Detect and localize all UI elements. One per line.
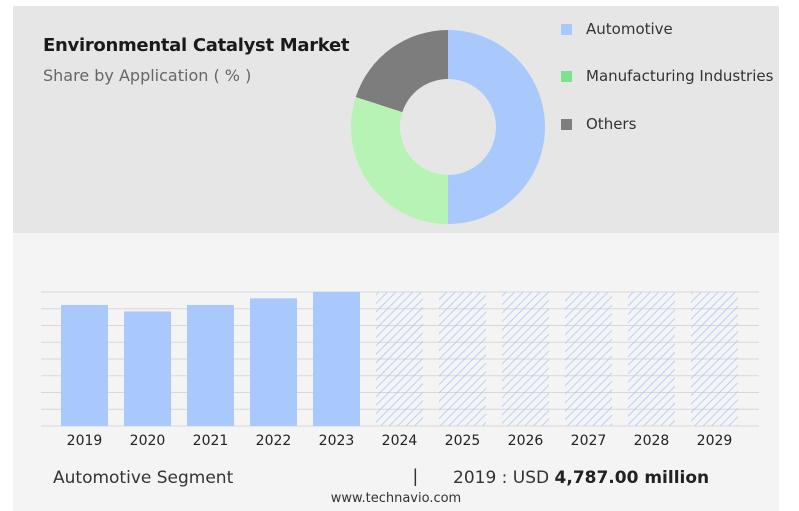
donut-slice-automotive <box>448 30 545 224</box>
legend: Automotive Manufacturing Industries Othe… <box>561 6 799 233</box>
bar-2019 <box>61 304 108 426</box>
bar-2020 <box>124 311 171 426</box>
bar-2023 <box>313 292 360 426</box>
legend-item-others: Others <box>561 115 636 133</box>
legend-label-manufacturing: Manufacturing Industries <box>586 67 774 85</box>
chart-title: Environmental Catalyst Market <box>43 35 350 56</box>
legend-item-manufacturing: Manufacturing Industries <box>561 67 773 85</box>
legend-swatch-manufacturing <box>561 70 572 82</box>
x-tick-label: 2027 <box>571 433 607 449</box>
segment-value-prefix: 2019 : USD <box>453 468 555 488</box>
segment-value-amount: 4,787.00 million <box>554 468 710 488</box>
x-tick-label: 2029 <box>697 433 733 449</box>
x-tick-label: 2022 <box>256 433 292 449</box>
x-tick-label: 2025 <box>445 433 481 449</box>
source-website: www.technavio.com <box>330 491 462 506</box>
donut-slice-manufacturing <box>350 97 448 224</box>
bar-2021 <box>187 304 234 426</box>
donut-slice-others <box>355 30 448 113</box>
bar-chart: 2019 2020 2021 2022 2023 2024 2025 2026 2027 2028… <box>41 291 759 449</box>
legend-label-others: Others <box>586 115 637 133</box>
segment-label: Automotive Segment <box>53 468 234 488</box>
bar-forecast-2027 <box>565 292 612 426</box>
segment-value: 2019 : USD 4,787.00 million <box>453 468 709 488</box>
bar-forecast-2025 <box>439 292 486 426</box>
legend-label-automotive: Automotive <box>586 20 673 38</box>
legend-item-automotive: Automotive <box>561 20 673 38</box>
x-tick-label: 2023 <box>319 433 355 449</box>
bar-forecast-2028 <box>628 292 675 426</box>
bar-forecast-2029 <box>691 292 738 426</box>
share-panel: Environmental Catalyst Market Share by A… <box>13 6 779 233</box>
x-tick-label: 2024 <box>382 433 418 449</box>
legend-swatch-others <box>561 118 572 130</box>
x-tick-label: 2028 <box>634 433 670 449</box>
footer-separator: | <box>413 466 418 486</box>
trend-panel: 2019 2020 2021 2022 2023 2024 2025 2026 2027 2028… <box>13 233 779 511</box>
x-tick-label: 2020 <box>130 433 166 449</box>
bar-forecast-2026 <box>502 292 549 426</box>
chart-subtitle: Share by Application ( % ) <box>43 66 252 85</box>
bar-2022 <box>250 298 297 426</box>
legend-swatch-automotive <box>561 23 572 35</box>
bar-forecast-2024 <box>376 292 423 426</box>
x-tick-label: 2021 <box>193 433 229 449</box>
x-tick-label: 2026 <box>508 433 544 449</box>
donut-chart <box>350 30 545 224</box>
x-tick-label: 2019 <box>67 433 103 449</box>
